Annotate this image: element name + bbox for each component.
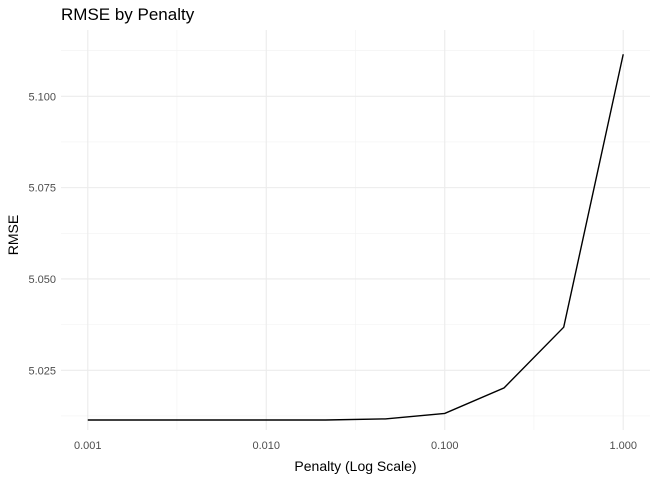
major-gridlines [61,30,650,430]
series-group [87,54,624,421]
y-tick-label: 5.100 [28,91,56,103]
x-tick-label: 0.100 [431,440,459,452]
x-axis-tick-labels: 0.001 0.010 0.100 1.000 [74,440,637,452]
x-axis-title: Penalty (Log Scale) [294,458,416,474]
x-tick-label: 0.001 [74,440,102,452]
y-axis-tick-labels: 5.025 5.050 5.075 5.100 [28,91,56,377]
y-tick-label: 5.050 [28,274,56,286]
y-axis-title: RMSE [5,215,21,255]
rmse-series-line [87,54,624,421]
x-tick-label: 0.010 [252,440,280,452]
y-tick-label: 5.025 [28,365,56,377]
x-tick-label: 1.000 [609,440,637,452]
chart-title: RMSE by Penalty [61,5,195,24]
y-tick-label: 5.075 [28,183,56,195]
